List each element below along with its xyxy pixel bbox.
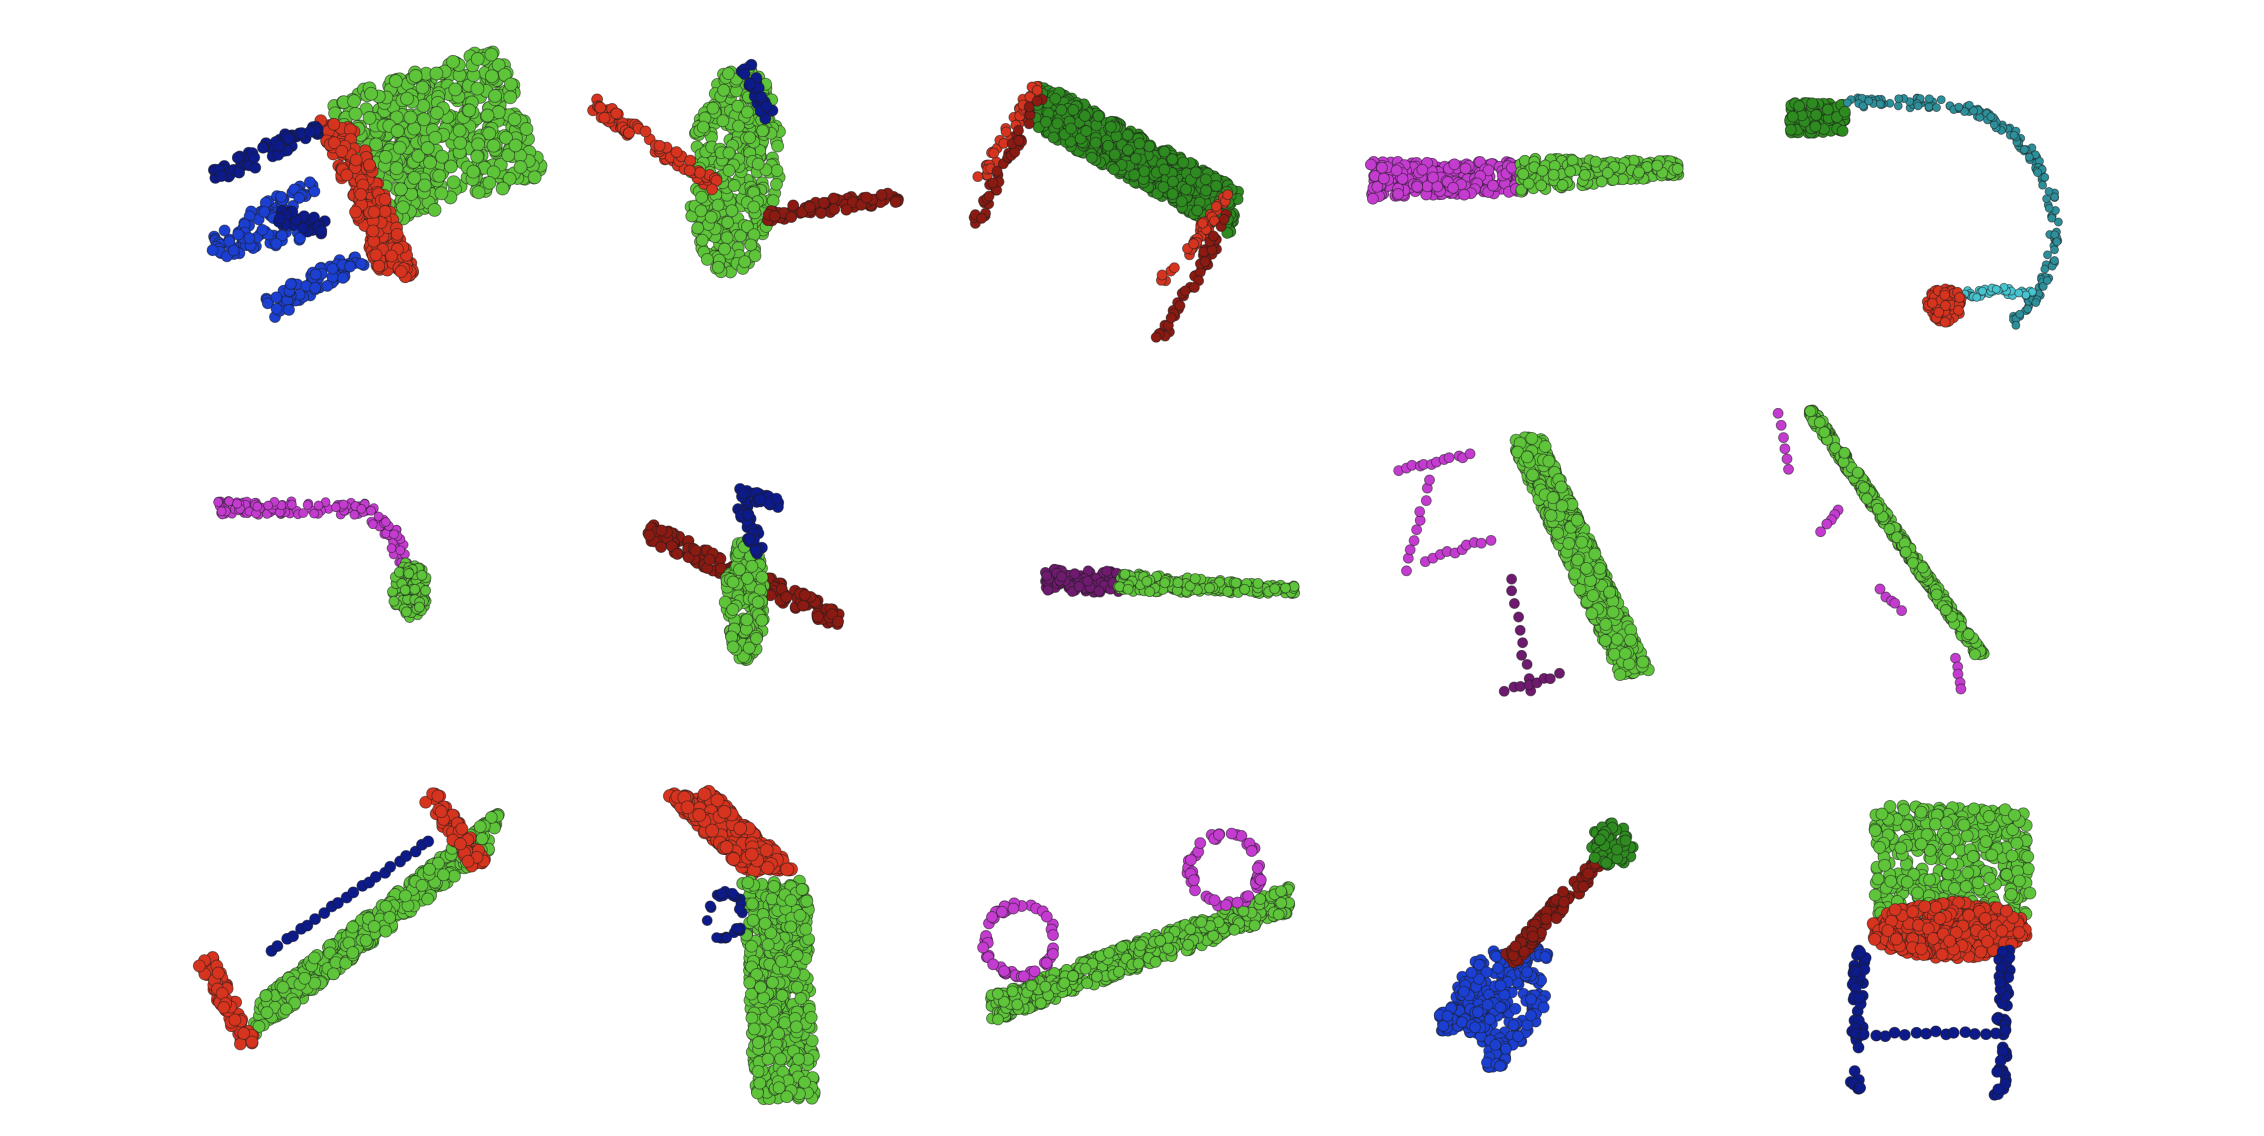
airplane-top-pointcloud (587, 58, 904, 279)
table-long-pointcloud (968, 80, 1245, 343)
table-slanted-pointcloud (1393, 431, 1655, 697)
chair-tilted-pointcloud (206, 45, 548, 323)
chair-front-pointcloud (1844, 799, 2037, 1101)
bench-pointcloud (192, 787, 505, 1051)
earphone-pointcloud (1784, 93, 2063, 330)
knife-pointcloud (1364, 152, 1685, 205)
pistol-pointcloud (662, 784, 821, 1106)
lamp-bent-pointcloud (213, 496, 432, 623)
skateboard-pointcloud (977, 827, 1296, 1026)
airplane-side-pointcloud (642, 483, 845, 667)
pen-pointcloud (1039, 563, 1301, 600)
board-pointcloud (1772, 404, 1990, 695)
guitar-pointcloud (1433, 817, 1639, 1073)
